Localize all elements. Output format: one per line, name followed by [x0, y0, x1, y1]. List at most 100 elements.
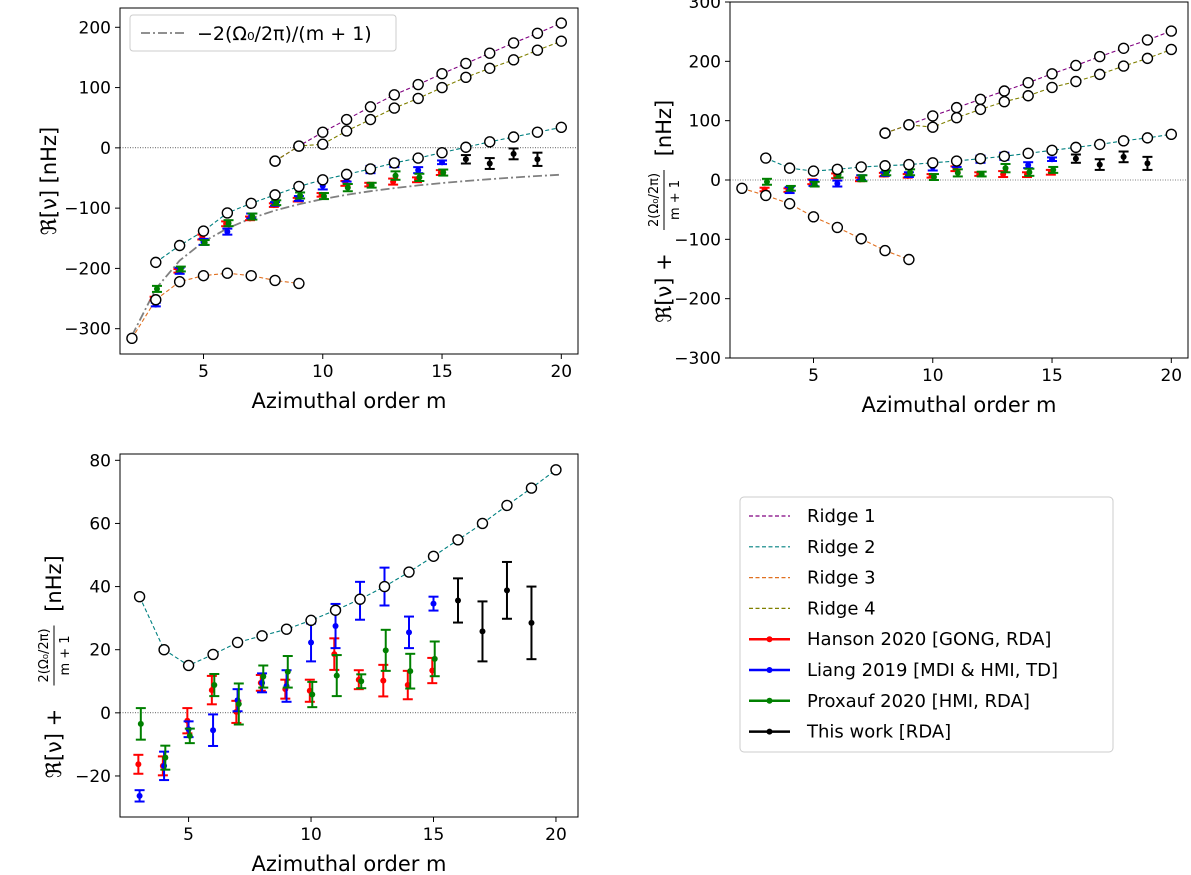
data-point	[368, 182, 375, 189]
data-point	[260, 673, 267, 680]
ridge-marker	[1022, 147, 1034, 160]
panel-top-left: 5 10 15 20 −300 −200 −100 0 100 200 Azimuthal orde…	[37, 7, 579, 413]
ridge-marker	[855, 233, 867, 245]
ridge-marker	[550, 464, 562, 476]
ridge-marker	[760, 189, 772, 202]
data-point	[1026, 169, 1033, 176]
ridge-line-ridge-2	[139, 469, 557, 667]
ridge-marker	[555, 121, 568, 134]
ridge-marker	[1165, 128, 1178, 141]
legend-label: Hanson 2020 [GONG, RDA]	[807, 629, 1051, 650]
ridge-marker	[1117, 42, 1130, 54]
data-point	[479, 628, 486, 635]
ridge-marker	[317, 126, 329, 138]
ridge-line-ridge-2	[765, 133, 1172, 172]
data-point	[210, 727, 217, 734]
x-tick-label: 10	[300, 825, 322, 845]
legend-label: Proxauf 2020 [HMI, RDA]	[807, 691, 1030, 712]
ridge-markers-ridge-3	[736, 182, 915, 266]
y-tick-label: 0	[710, 171, 721, 191]
data-point	[1096, 161, 1103, 168]
x-axis-label: Azimuthal order m	[251, 389, 446, 413]
y-label-fraction-numerator: 2(Ω₀/2π)	[647, 173, 662, 227]
y-tick-label: −100	[64, 199, 111, 219]
ridge-marker	[974, 103, 987, 116]
dataset-proxauf-2020-hmi-rda	[151, 168, 449, 293]
axes-frame	[729, 1, 1189, 359]
ridge-marker	[974, 93, 987, 106]
ridge-marker	[1141, 34, 1154, 46]
ridge-markers-ridge-4	[879, 43, 1178, 139]
x-tick-label: 15	[431, 362, 453, 382]
data-point	[332, 623, 339, 630]
y-label-fraction-denominator: m + 1	[668, 180, 683, 220]
ridge-marker	[207, 648, 219, 661]
ridge-marker	[927, 157, 939, 169]
ridge-marker	[484, 62, 496, 74]
y-tick-label: 100	[689, 112, 721, 132]
ridge-marker	[388, 89, 401, 101]
y-tick-label: 40	[89, 578, 111, 598]
reference-curve	[131, 173, 562, 337]
ridge-marker	[998, 95, 1011, 108]
ridge-marker	[1046, 68, 1058, 80]
y-tick-label: 80	[89, 451, 111, 471]
ridge-marker	[388, 102, 401, 114]
y-tick-label: −200	[674, 290, 721, 310]
x-tick-label: 5	[183, 825, 194, 845]
legend-label: Ridge 1	[807, 506, 876, 527]
ridge-marker	[903, 119, 915, 131]
dataset-hanson-2020-gong-rda	[133, 637, 438, 777]
data-point	[407, 668, 414, 675]
ridge-marker	[1094, 138, 1106, 151]
ridge-marker	[182, 659, 195, 672]
ridge-marker	[197, 225, 210, 237]
data-point	[273, 199, 280, 206]
ridge-marker	[531, 126, 544, 138]
x-tick-label: 20	[1160, 366, 1182, 386]
data-point	[440, 169, 447, 176]
data-point	[930, 174, 937, 181]
ridge-marker	[231, 636, 244, 649]
data-point	[907, 169, 914, 176]
ridge-marker	[1165, 43, 1178, 56]
main-legend: Ridge 1 Ridge 2 Ridge 3 Ridge 4 Hanson 2020 …	[739, 496, 1114, 753]
legend-entry-ridge-3: Ridge 3	[749, 568, 876, 589]
data-point	[136, 792, 143, 799]
legend-swatch-marker	[766, 667, 773, 673]
legend-swatch-marker	[766, 697, 773, 704]
data-point	[135, 761, 142, 768]
plot-area	[120, 17, 578, 345]
ridge-marker	[927, 110, 939, 122]
y-axis-label: ℜ[ν] [nHz]	[37, 127, 61, 235]
ridge-marker	[340, 168, 353, 181]
ridge-marker	[879, 160, 891, 172]
y-tick-label: −100	[674, 230, 721, 250]
ridge-marker	[879, 244, 891, 257]
data-point	[1025, 162, 1032, 169]
ridge-marker	[879, 127, 891, 139]
data-point	[1002, 165, 1009, 172]
y-label-unit: [nHz]	[42, 555, 66, 612]
x-tick-label: 5	[808, 366, 819, 386]
ridge-marker	[1046, 144, 1058, 157]
ridge-marker	[269, 274, 281, 287]
ridge-marker	[403, 566, 415, 578]
ridge-marker	[555, 17, 568, 29]
axes-frame	[119, 7, 579, 355]
data-point	[211, 682, 218, 689]
y-tick-label: −300	[64, 320, 111, 340]
ridge-markers-ridge-3	[126, 267, 305, 345]
ridge-marker	[531, 27, 544, 40]
ridge-markers-ridge-1	[879, 25, 1178, 139]
legend-label: This work [RDA]	[806, 722, 951, 743]
y-label-fraction-numerator: 2(Ω₀/2π)	[37, 628, 52, 682]
legend-entry-this-work-rda: This work [RDA]	[749, 722, 951, 743]
ridge-marker	[998, 85, 1011, 97]
y-tick-label: 200	[79, 18, 111, 38]
ridge-marker	[412, 152, 424, 164]
ridge-marker	[998, 150, 1011, 162]
data-point	[249, 213, 256, 220]
ridge-marker	[950, 101, 963, 114]
